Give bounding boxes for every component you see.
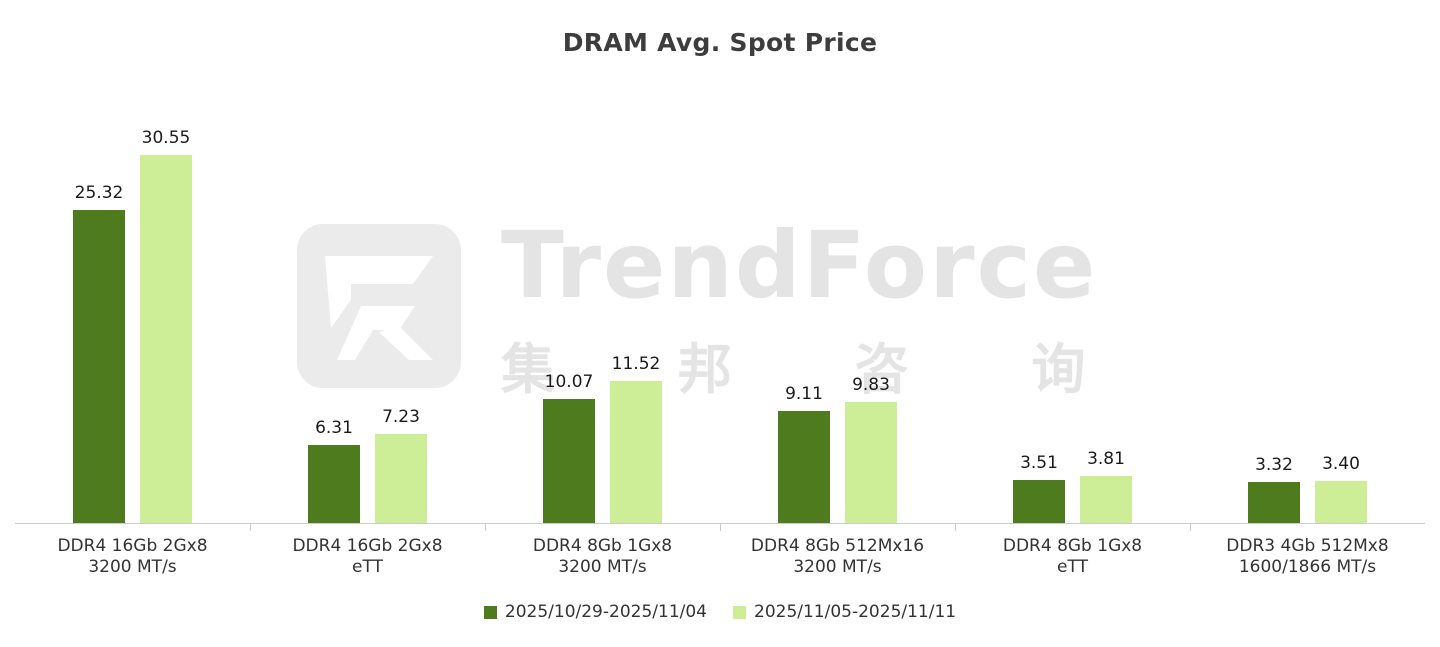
bar-value-label: 3.81 [1087, 448, 1125, 469]
legend-swatch-icon [483, 605, 497, 619]
watermark-brand-cn: 集 邦 咨 询 [501, 338, 1138, 402]
trendforce-logo-icon [297, 224, 461, 388]
legend-label: 2025/10/29-2025/11/04 [504, 602, 707, 622]
bar [543, 398, 595, 523]
axis-tick [485, 524, 486, 531]
bar-column: 9.83 [845, 128, 897, 523]
bar-value-label: 6.31 [315, 418, 353, 439]
category-axis-labels: DDR4 16Gb 2Gx8 3200 MT/s DDR4 16Gb 2Gx8 e… [15, 536, 1425, 578]
legend-item: 2025/11/05-2025/11/11 [733, 602, 956, 622]
bar-column: 6.31 [308, 128, 360, 523]
category-label: DDR3 4Gb 512Mx8 1600/1866 MT/s [1226, 536, 1389, 577]
bar-value-label: 7.23 [382, 406, 420, 427]
bar [375, 433, 427, 523]
bar-group: 6.31 7.23 [250, 128, 485, 523]
bar-value-label: 9.83 [852, 374, 890, 395]
bar-column: 11.52 [610, 128, 662, 523]
axis-tick [720, 524, 721, 531]
bar-value-label: 3.32 [1255, 455, 1293, 476]
bar-column: 30.55 [140, 128, 192, 523]
bar-column: 9.11 [778, 128, 830, 523]
bar-value-label: 3.51 [1020, 452, 1058, 473]
bar [1013, 479, 1065, 523]
legend-label: 2025/11/05-2025/11/11 [754, 602, 957, 622]
bar-value-label: 9.11 [785, 383, 823, 404]
plot-area: 25.32 30.55 6.31 7.23 10.07 11.52 9.11 9.83 3.51… [15, 128, 1425, 523]
chart-title: DRAM Avg. Spot Price [562, 28, 878, 57]
bar-group: 25.32 30.55 [15, 128, 250, 523]
bar [845, 401, 897, 523]
bar-value-label: 10.07 [544, 371, 594, 392]
bar [778, 410, 830, 523]
bar [73, 210, 125, 523]
bar [140, 155, 192, 523]
watermark-brand: TrendForce [501, 212, 1098, 319]
bar-value-label: 25.32 [74, 183, 124, 204]
bar-group: 3.51 3.81 [955, 128, 1190, 523]
category-label: DDR4 16Gb 2Gx8 eTT [292, 536, 443, 577]
watermark: TrendForce 集 邦 咨 询 [295, 212, 1138, 404]
bar [308, 445, 360, 523]
bar-column: 3.81 [1080, 128, 1132, 523]
bar [610, 380, 662, 523]
legend: 2025/10/29-2025/11/04 2025/11/05-2025/11/… [0, 602, 1440, 622]
category-label: DDR4 16Gb 2Gx8 3200 MT/s [57, 536, 208, 577]
legend-swatch-icon [733, 605, 746, 619]
category-label: DDR4 8Gb 1Gx8 eTT [1002, 536, 1143, 577]
axis-tick [250, 524, 251, 531]
axis-tick [1190, 524, 1191, 531]
x-axis-line [15, 523, 1425, 532]
bar [1080, 475, 1132, 523]
bar-column: 7.23 [375, 128, 427, 523]
bar-value-label: 30.55 [141, 128, 191, 148]
bar-group: 9.11 9.83 [720, 128, 955, 523]
bar-group: 10.07 11.52 [485, 128, 720, 523]
bar [1315, 481, 1367, 523]
bar [1248, 482, 1300, 523]
legend-item: 2025/10/29-2025/11/04 [483, 602, 707, 622]
watermark-text: TrendForce 集 邦 咨 询 [501, 212, 1138, 404]
axis-tick [955, 524, 956, 531]
bar-column: 3.32 [1248, 128, 1300, 523]
bar-column: 3.40 [1315, 128, 1367, 523]
bar-group: 3.32 3.40 [1190, 128, 1425, 523]
category-label: DDR4 8Gb 512Mx16 3200 MT/s [750, 536, 925, 577]
bar-value-label: 11.52 [611, 353, 661, 374]
bar-column: 10.07 [543, 128, 595, 523]
bar-column: 25.32 [73, 128, 125, 523]
bar-value-label: 3.40 [1322, 454, 1360, 475]
bar-column: 3.51 [1013, 128, 1065, 523]
category-label: DDR4 8Gb 1Gx8 3200 MT/s [532, 536, 673, 577]
